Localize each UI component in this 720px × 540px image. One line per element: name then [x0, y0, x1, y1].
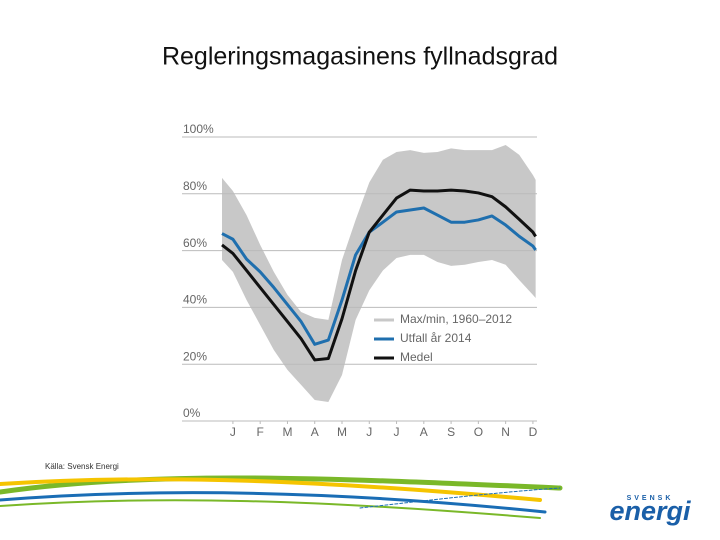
x-tick-label: D: [529, 425, 538, 439]
logo-top: SVENSK: [627, 495, 674, 502]
series-line: [221, 206, 537, 346]
x-tick-label: J: [366, 425, 372, 439]
legend-label: Utfall år 2014: [400, 331, 472, 345]
y-tick-label: 0%: [183, 406, 201, 420]
y-tick-label: 80%: [183, 179, 207, 193]
swoosh: [0, 499, 541, 519]
x-tick-label: O: [474, 425, 483, 439]
y-tick-label: 20%: [183, 349, 207, 363]
x-tick-label: J: [230, 425, 236, 439]
max-min-band: [222, 144, 536, 402]
series-line: [221, 188, 537, 362]
x-tick-label: M: [282, 425, 292, 439]
x-tick-label: S: [447, 425, 455, 439]
swoosh: [0, 491, 547, 514]
x-tick-label: A: [311, 425, 319, 439]
y-tick-label: 100%: [183, 122, 214, 136]
source: Källa: Svensk Energi: [45, 462, 119, 471]
x-tick-label: M: [337, 425, 347, 439]
legend-label: Max/min, 1960–2012: [400, 312, 512, 326]
x-tick-label: F: [257, 425, 264, 439]
slide-title: Regleringsmagasinens fyllnadsgrad: [162, 43, 558, 71]
swoosh: [359, 487, 561, 509]
swoosh: [0, 475, 563, 495]
x-tick-label: A: [420, 425, 428, 439]
y-tick-label: 40%: [183, 293, 207, 307]
x-tick-label: N: [501, 425, 510, 439]
x-tick-label: J: [394, 425, 400, 439]
legend-label: Medel: [400, 350, 433, 364]
swooshes: [0, 475, 563, 519]
y-tick-label: 60%: [183, 236, 207, 250]
logo-word: energi: [609, 496, 691, 526]
swoosh: [0, 477, 542, 502]
